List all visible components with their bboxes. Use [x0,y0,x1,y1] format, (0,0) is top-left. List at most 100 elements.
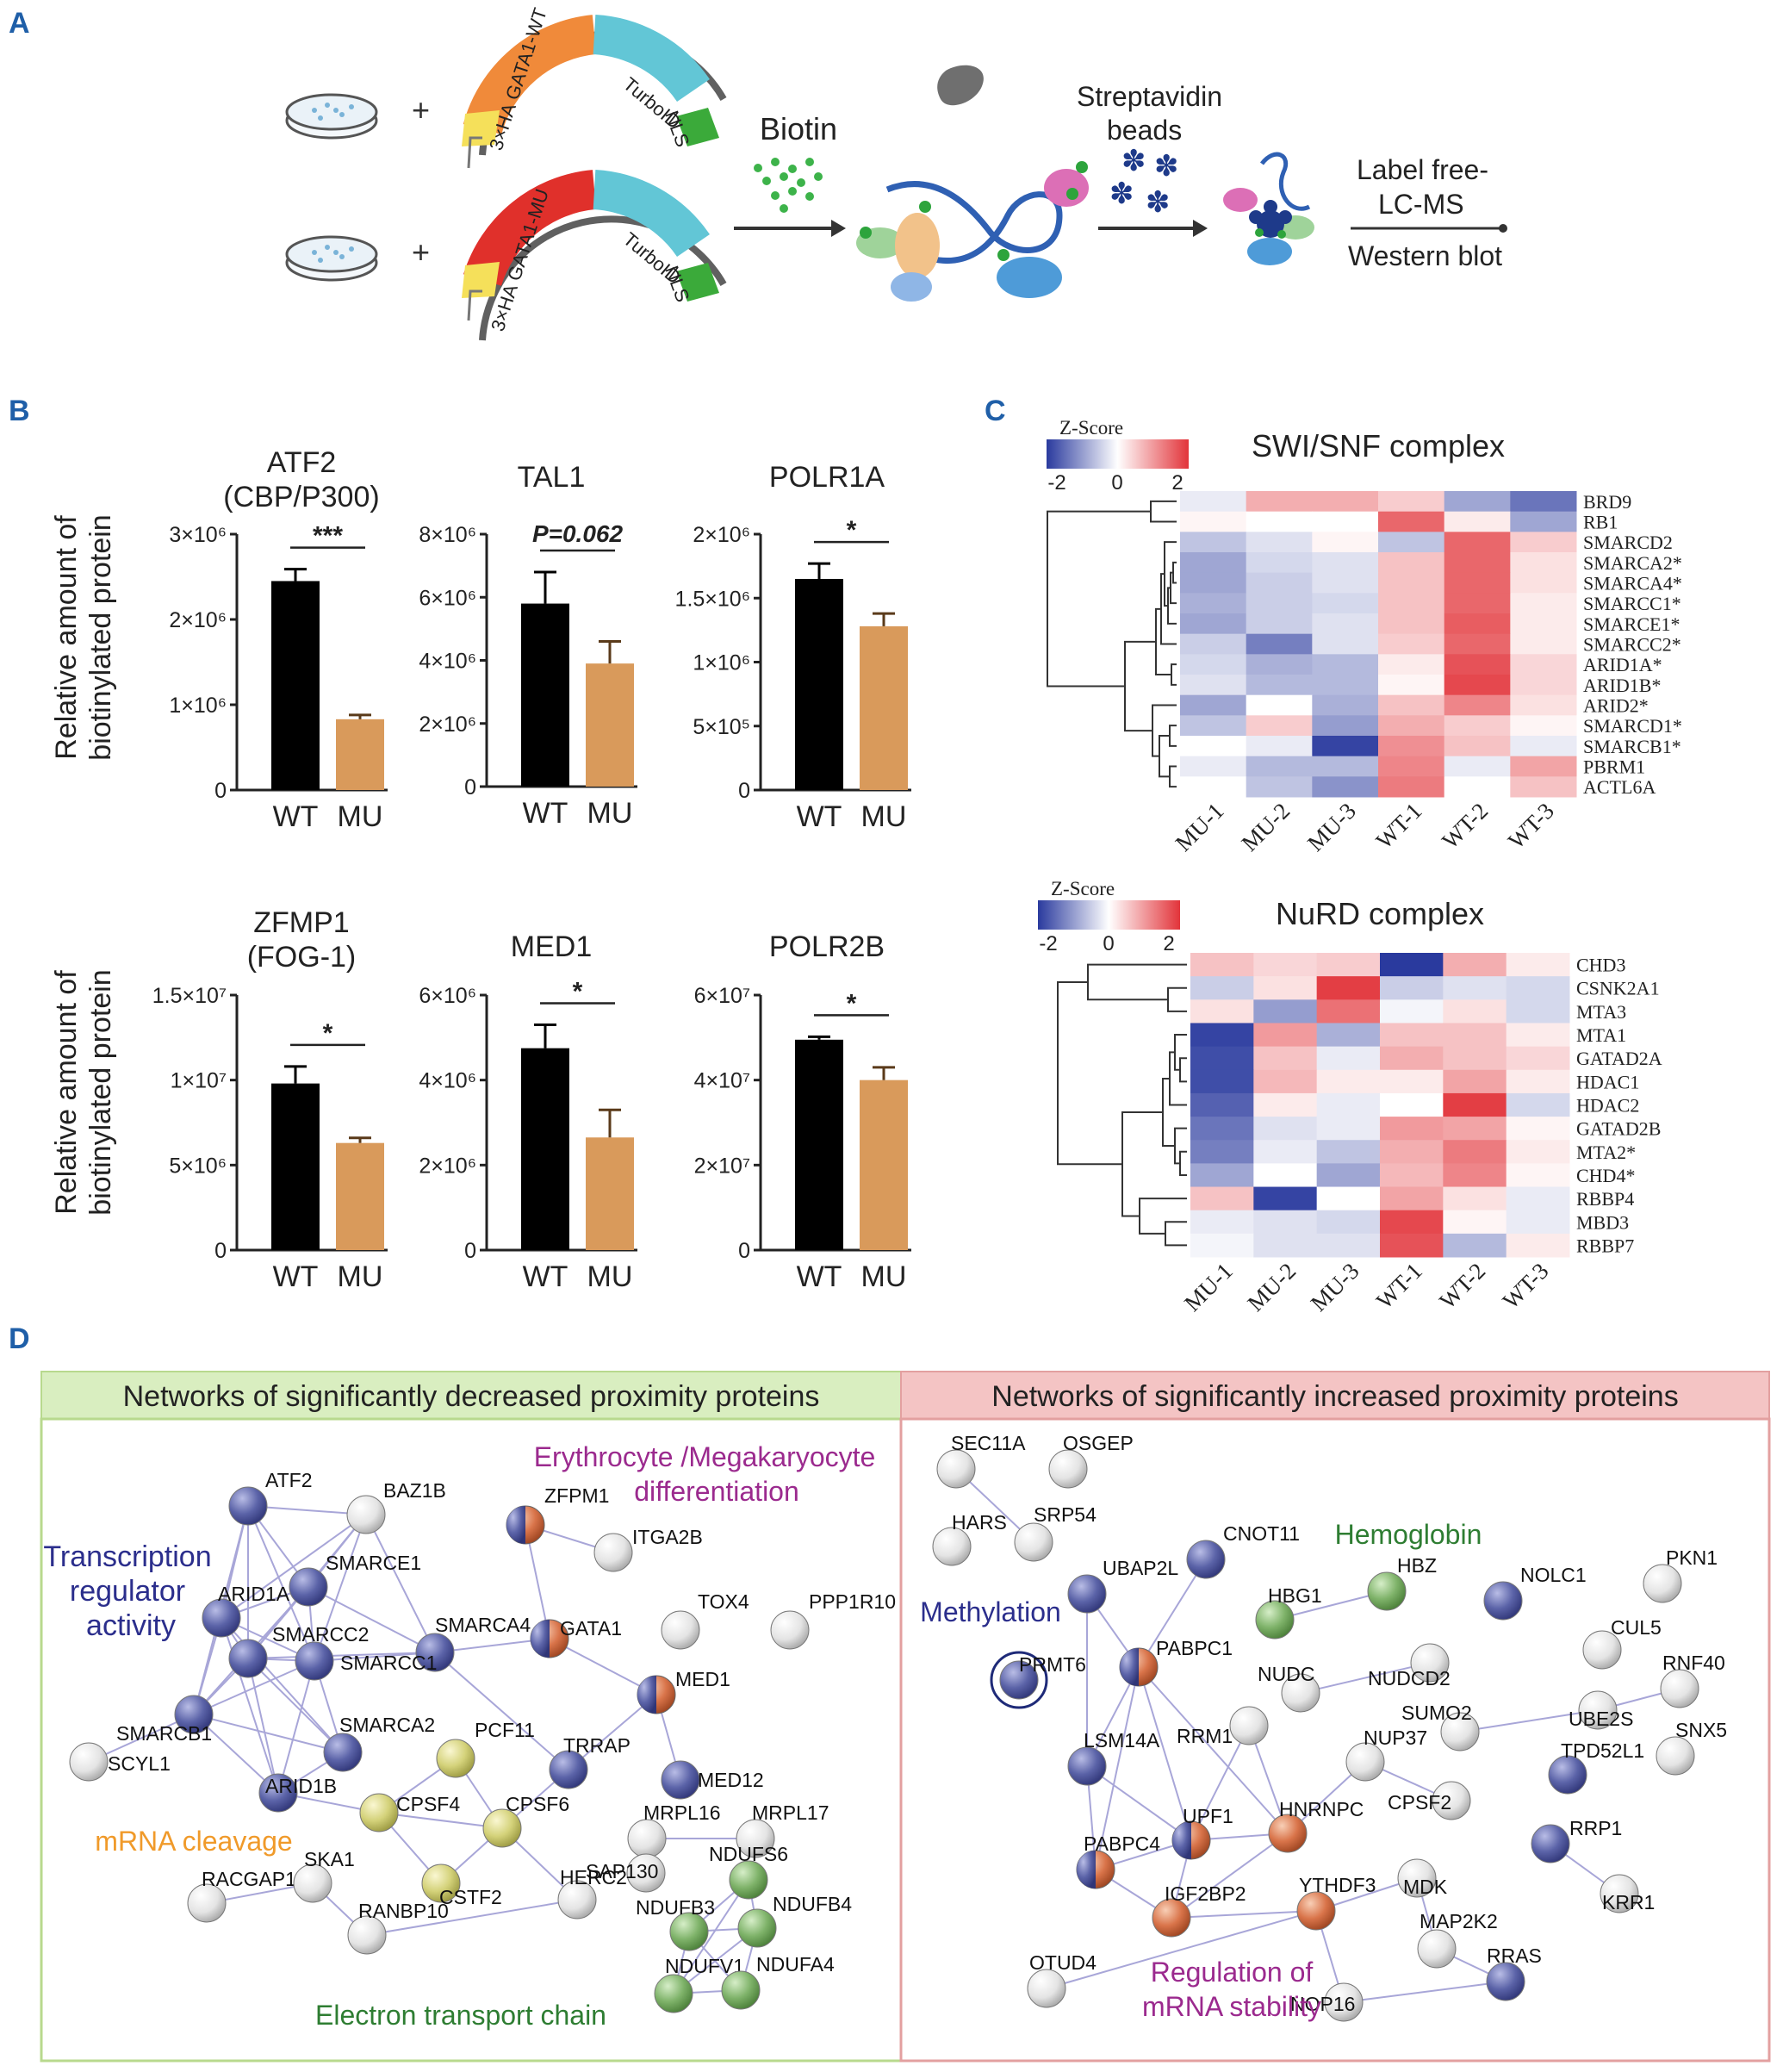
heatmap-cell [1246,715,1313,737]
network-edge [366,1899,578,1936]
x-tick-label: WT [797,800,842,833]
node-label: NOP16 [1290,1993,1355,2015]
biotin-dots [754,158,823,213]
heatmap-cell [1378,491,1445,513]
network-node-smarce1: SMARCE1 [289,1552,421,1607]
network-edge [247,1658,344,1753]
heatmap-cell [1190,1186,1254,1211]
bar-wt [521,1048,569,1250]
node-label: OTUD4 [1029,1951,1097,1974]
heatmap-cell [1312,675,1379,696]
heatmap-cell [1246,633,1313,655]
biotin-label: Biotin [760,111,837,146]
chart-subtitle: (CBP/P300) [223,481,379,513]
network-node-cpsf2: CPSF2 [1388,1781,1471,1820]
bar-chart-polr2b: POLR2B 0 2×10⁷ 4×10⁷ 6×10⁷ WT MU * [694,930,911,1293]
heatmap-cell [1378,654,1445,675]
row-label: SMARCB1* [1583,736,1681,757]
network-node-pabpc4: PABPC4 [1076,1832,1160,1889]
legend-title: Z-Score [1059,417,1123,439]
heatmap-cell [1510,511,1577,532]
heatmap-cell [1190,1210,1254,1235]
network-node-gata1: GATA1 [530,1617,622,1658]
network-node-ska1: SKA1 [293,1848,355,1903]
heatmap-cell [1316,1046,1381,1071]
node-label: TPD52L1 [1561,1739,1644,1762]
node-label: NDUFB3 [636,1896,715,1919]
network-node-baz1b: BAZ1B [346,1479,446,1534]
bar-mu [336,719,384,790]
svg-text:✽: ✽ [1154,149,1179,184]
network-node-krr1: KRR1 [1600,1874,1655,1913]
heatmap-cell [1246,552,1313,574]
right-header-bg [900,1371,1770,1420]
heatmap-cell [1510,593,1577,614]
heatmap-cell [1444,715,1511,737]
network-edge [1459,1709,1599,1733]
y-tick-label: 2×10⁶ [169,608,227,632]
significance-label: * [573,978,583,1006]
bar-chart-tal1: TAL1 0 2×10⁶ 4×10⁶ 6×10⁶ 8×10⁶ WT MU P=0.062 [419,461,637,830]
row-label: SMARCC1* [1583,593,1681,614]
node-label: SMARCE1 [326,1552,421,1574]
heatmap-swi-snf: Z-Score -2 0 2 SWI/SNF complex BRD9RB1SMARCD2… [1047,417,1682,856]
node-label: SKA1 [304,1848,355,1870]
beads-label-line2: beads [1107,115,1182,146]
node-label: CPSF4 [396,1793,460,1815]
heatmap-cell [1253,1163,1318,1188]
column-label: MU-1 [1171,798,1229,856]
row-label: SMARCD1* [1583,715,1682,737]
readout-label-line1: Label free- [1357,154,1488,185]
heatmap-cell [1506,1233,1570,1258]
bar-mu [586,663,634,787]
node-label: PCF11 [475,1719,535,1741]
heatmap-cell [1510,675,1577,696]
heatmap-cell [1506,999,1570,1024]
right-network-frame [899,1417,1771,2063]
heatmap-cell [1316,1117,1381,1141]
column-label: MU-3 [1306,1258,1364,1316]
node-label: IGF2BP2 [1165,1882,1246,1905]
heatmap-cell [1510,654,1577,675]
heatmap-cell [1506,1023,1570,1048]
heatmap-cell [1180,532,1247,553]
node-label: RRP1 [1569,1817,1622,1839]
panel-d-networks: Networks of significantly decreased prox… [40,1371,1771,2063]
heatmap-cell [1312,572,1379,594]
network-node-sec11a: SEC11A [936,1432,1026,1489]
node-label: BAZ1B [383,1479,446,1502]
bar-wt [521,603,569,787]
bar-mu [860,625,908,790]
bar-mu [860,1080,908,1250]
heatmap-cell [1510,736,1577,757]
panel-label-b: B [9,395,30,427]
network-edge [221,1617,279,1794]
heatmap-cell [1378,675,1445,696]
heatmap-cell [1246,613,1313,635]
heatmap-cell [1180,552,1247,574]
row-label: GATAD2B [1576,1118,1661,1140]
network-edge [193,1714,344,1753]
heatmap-cell [1444,776,1511,798]
heatmap-cell [1316,1163,1381,1188]
node-label: UPF1 [1183,1805,1233,1827]
legend-tick-label: 0 [1103,932,1114,955]
network-node-med12: MED12 [661,1760,764,1800]
node-label: PRMT6 [1019,1653,1086,1676]
node-label: CUL5 [1611,1616,1662,1639]
heatmap-cell [1316,1233,1381,1258]
node-label: CSTF2 [439,1886,502,1908]
row-label: CSNK2A1 [1576,978,1660,999]
heatmap-cell [1444,736,1511,757]
heatmap-cell [1312,694,1379,716]
heatmap-cell [1510,491,1577,513]
network-node-ranbp10: RANBP10 [347,1900,449,1955]
network-edge [314,1652,436,1662]
node-label: CPSF2 [1388,1791,1451,1814]
row-label: SMARCE1* [1583,613,1680,635]
network-node-itga2b: ITGA2B [593,1526,703,1572]
node-label: SMARCB1 [116,1722,212,1745]
node-label: RRAS [1487,1944,1542,1967]
culture-dish-icon [285,93,378,140]
